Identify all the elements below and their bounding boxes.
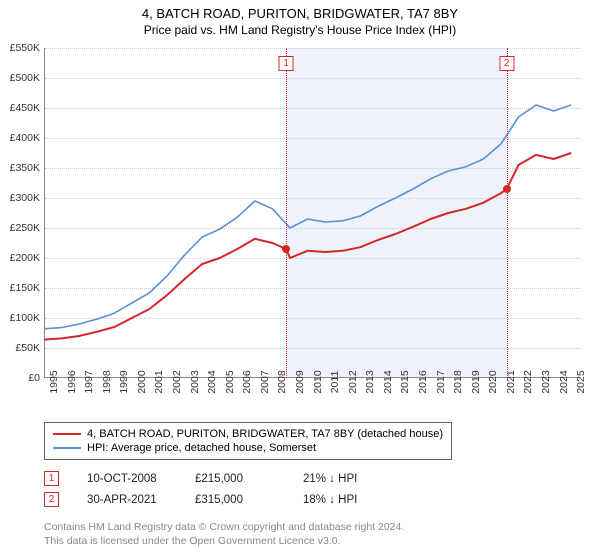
sale-marker-box: 2 (499, 56, 514, 71)
x-tick-label: 2004 (206, 370, 218, 393)
y-tick-label: £0 (0, 372, 40, 384)
y-tick-label: £550K (0, 42, 40, 54)
y-tick-label: £250K (0, 222, 40, 234)
legend-label: 4, BATCH ROAD, PURITON, BRIDGWATER, TA7 … (87, 428, 443, 440)
chart-subtitle: Price paid vs. HM Land Registry's House … (0, 21, 600, 37)
chart-lines (44, 48, 580, 378)
x-tick-label: 1996 (66, 370, 78, 393)
y-tick-label: £50K (0, 342, 40, 354)
legend-swatch (53, 433, 81, 435)
x-tick-label: 2018 (452, 370, 464, 393)
y-tick-label: £450K (0, 102, 40, 114)
x-tick-label: 2012 (347, 370, 359, 393)
sales-table: 1 10-OCT-2008 £215,000 21% ↓ HPI 2 30-AP… (44, 468, 383, 510)
sale-delta: 21% ↓ HPI (303, 473, 383, 485)
sales-row: 1 10-OCT-2008 £215,000 21% ↓ HPI (44, 468, 383, 489)
x-tick-label: 2001 (153, 370, 165, 393)
sale-vline (286, 48, 287, 378)
x-tick-label: 1995 (48, 370, 60, 393)
x-tick-label: 2024 (558, 370, 570, 393)
y-tick-label: £350K (0, 162, 40, 174)
x-tick-label: 2022 (522, 370, 534, 393)
sale-dot (282, 245, 290, 253)
x-tick-label: 2007 (259, 370, 271, 393)
sales-row: 2 30-APR-2021 £315,000 18% ↓ HPI (44, 489, 383, 510)
chart-area: £0£50K£100K£150K£200K£250K£300K£350K£400… (44, 48, 580, 378)
x-tick-label: 2015 (399, 370, 411, 393)
x-tick-label: 1998 (101, 370, 113, 393)
footer: Contains HM Land Registry data © Crown c… (44, 520, 404, 548)
sale-marker-icon: 1 (44, 471, 59, 486)
x-tick-label: 2020 (487, 370, 499, 393)
x-tick-label: 1999 (118, 370, 130, 393)
x-tick-label: 2010 (312, 370, 324, 393)
sale-price: £315,000 (195, 494, 275, 506)
x-tick-label: 2000 (136, 370, 148, 393)
x-tick-label: 2014 (382, 370, 394, 393)
legend-label: HPI: Average price, detached house, Some… (87, 442, 316, 454)
x-tick-label: 2025 (575, 370, 587, 393)
footer-line: Contains HM Land Registry data © Crown c… (44, 520, 404, 534)
x-tick-label: 1997 (83, 370, 95, 393)
legend: 4, BATCH ROAD, PURITON, BRIDGWATER, TA7 … (44, 422, 452, 460)
x-tick-label: 2017 (435, 370, 447, 393)
chart-container: 4, BATCH ROAD, PURITON, BRIDGWATER, TA7 … (0, 0, 600, 560)
sale-marker-icon: 2 (44, 492, 59, 507)
chart-title: 4, BATCH ROAD, PURITON, BRIDGWATER, TA7 … (0, 0, 600, 21)
sale-vline (507, 48, 508, 378)
y-tick-label: £100K (0, 312, 40, 324)
x-tick-label: 2019 (470, 370, 482, 393)
x-tick-label: 2016 (417, 370, 429, 393)
sale-marker-box: 1 (279, 56, 294, 71)
y-tick-label: £400K (0, 132, 40, 144)
sale-date: 10-OCT-2008 (87, 473, 167, 485)
x-tick-label: 2023 (540, 370, 552, 393)
legend-item: 4, BATCH ROAD, PURITON, BRIDGWATER, TA7 … (53, 427, 443, 441)
legend-swatch (53, 447, 81, 449)
y-tick-label: £200K (0, 252, 40, 264)
footer-line: This data is licensed under the Open Gov… (44, 534, 404, 548)
x-tick-label: 2002 (171, 370, 183, 393)
x-tick-label: 2009 (294, 370, 306, 393)
x-tick-label: 2006 (241, 370, 253, 393)
sale-dot (503, 185, 511, 193)
series-hpi (44, 105, 571, 329)
sale-price: £215,000 (195, 473, 275, 485)
series-price_paid (44, 153, 571, 340)
x-tick-label: 2003 (189, 370, 201, 393)
legend-item: HPI: Average price, detached house, Some… (53, 441, 443, 455)
x-tick-label: 2005 (224, 370, 236, 393)
x-tick-label: 2013 (364, 370, 376, 393)
y-tick-label: £150K (0, 282, 40, 294)
y-tick-label: £500K (0, 72, 40, 84)
x-tick-label: 2011 (329, 371, 341, 394)
y-tick-label: £300K (0, 192, 40, 204)
sale-delta: 18% ↓ HPI (303, 494, 383, 506)
sale-date: 30-APR-2021 (87, 494, 167, 506)
